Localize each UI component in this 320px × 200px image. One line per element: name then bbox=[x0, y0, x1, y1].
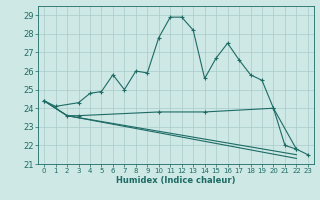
X-axis label: Humidex (Indice chaleur): Humidex (Indice chaleur) bbox=[116, 176, 236, 185]
